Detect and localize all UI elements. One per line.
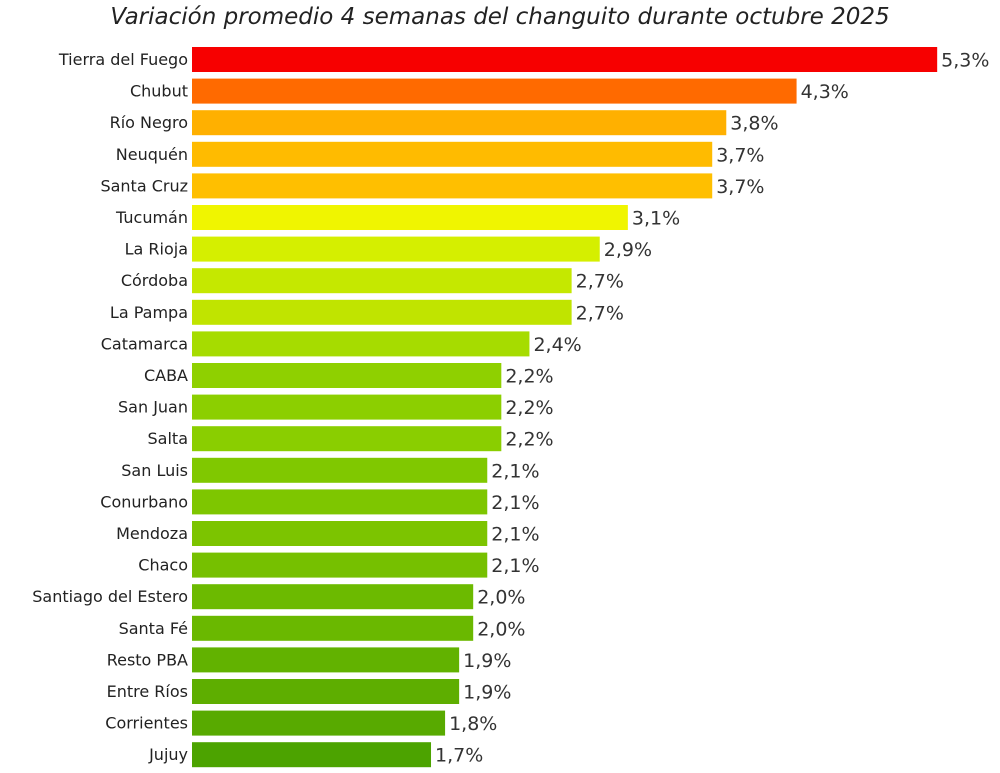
category-label-14: Conurbano [100, 492, 188, 511]
value-label-22: 1,7% [435, 745, 483, 767]
category-label-17: Santiago del Estero [32, 587, 188, 606]
category-label-19: Resto PBA [107, 650, 188, 669]
value-label-14: 2,1% [491, 492, 539, 514]
value-label-21: 1,8% [449, 713, 497, 735]
category-label-12: Salta [148, 429, 188, 448]
value-label-16: 2,1% [491, 555, 539, 577]
category-label-10: CABA [144, 366, 188, 385]
bar-21 [192, 710, 446, 736]
category-label-16: Chaco [138, 556, 188, 575]
category-label-20: Entre Ríos [107, 682, 188, 701]
bar-18 [192, 615, 474, 641]
value-label-13: 2,1% [491, 460, 539, 482]
value-label-18: 2,0% [477, 618, 525, 640]
category-label-3: Neuquén [116, 145, 188, 164]
bar-17 [192, 584, 474, 610]
bar-19 [192, 647, 460, 673]
bar-15 [192, 521, 488, 546]
value-label-9: 2,4% [533, 334, 581, 356]
bar-22 [192, 742, 432, 768]
value-label-3: 3,7% [716, 144, 764, 166]
bar-16 [192, 552, 488, 578]
bar-14 [192, 489, 488, 515]
category-label-22: Jujuy [148, 745, 188, 764]
value-label-17: 2,0% [477, 587, 525, 609]
value-label-12: 2,2% [505, 429, 553, 451]
bar-13 [192, 457, 488, 483]
category-label-9: Catamarca [101, 334, 188, 353]
value-label-0: 5,3% [941, 50, 989, 72]
category-label-13: San Luis [121, 461, 188, 480]
value-label-19: 1,9% [463, 650, 511, 672]
bar-0 [192, 47, 938, 72]
value-label-6: 2,9% [604, 239, 652, 261]
value-label-1: 4,3% [801, 81, 849, 103]
category-label-18: Santa Fé [119, 619, 188, 638]
bar-3 [192, 141, 713, 167]
category-label-1: Chubut [130, 82, 188, 101]
chart-title: Variación promedio 4 semanas del changui… [110, 4, 890, 30]
category-label-15: Mendoza [116, 524, 188, 543]
value-label-15: 2,1% [491, 524, 539, 546]
value-label-7: 2,7% [576, 271, 624, 293]
bar-2 [192, 110, 727, 136]
bar-5 [192, 205, 628, 230]
category-labels-group: Tierra del Fuego Chubut Río Negro Neuquén Sa… [32, 50, 188, 764]
bar-20 [192, 679, 460, 704]
value-labels-group: 5,3% 4,3% 3,8% 3,7% 3,7% 3,1% 2,9% 2,7% 2,7% 2,4%… [435, 50, 989, 767]
value-label-11: 2,2% [505, 397, 553, 419]
category-label-5: Tucumán [115, 208, 188, 227]
category-label-7: Córdoba [121, 271, 188, 290]
category-label-4: Santa Cruz [100, 176, 188, 195]
bar-11 [192, 394, 502, 420]
value-label-20: 1,9% [463, 682, 511, 704]
category-label-21: Corrientes [105, 714, 188, 733]
bar-6 [192, 236, 600, 262]
category-label-0: Tierra del Fuego [58, 50, 188, 69]
bar-10 [192, 363, 502, 388]
bar-7 [192, 268, 572, 294]
category-label-6: La Rioja [125, 240, 188, 259]
bar-12 [192, 426, 502, 452]
value-label-8: 2,7% [576, 302, 624, 324]
value-label-2: 3,8% [730, 113, 778, 135]
bars-group [192, 47, 938, 768]
category-label-8: La Pampa [110, 303, 188, 322]
bar-8 [192, 299, 572, 325]
bar-4 [192, 173, 713, 199]
category-label-2: Río Negro [110, 113, 188, 132]
value-label-4: 3,7% [716, 176, 764, 198]
bar-1 [192, 78, 797, 104]
bar-9 [192, 331, 530, 357]
value-label-10: 2,2% [505, 366, 553, 388]
value-label-5: 3,1% [632, 208, 680, 230]
category-label-11: San Juan [118, 398, 188, 417]
